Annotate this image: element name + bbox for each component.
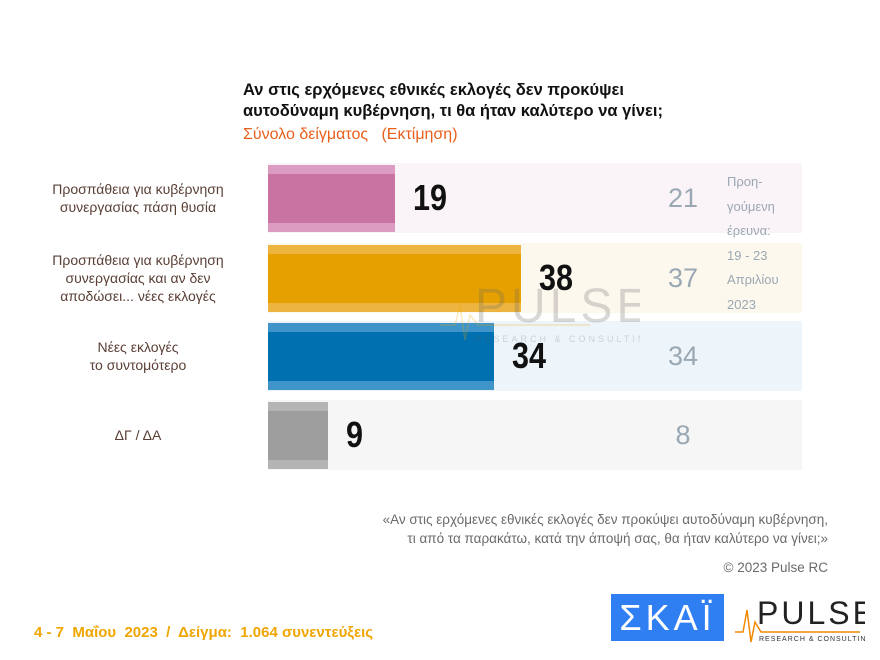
category-label-line: Προσπάθεια για κυβέρνηση: [52, 252, 224, 268]
copyright: © 2023 Pulse RC: [723, 560, 829, 575]
category-label: ΔΓ / ΔΑ: [20, 426, 256, 444]
bar: [268, 402, 328, 469]
category-label-line: Νέες εκλογές: [97, 339, 179, 355]
row-background: [268, 400, 802, 470]
previous-note-line: έρευνα:: [727, 223, 771, 238]
previous-value-label: 37: [667, 263, 699, 293]
footer-survey-info: 4 - 7 Μαΐου 2023 / Δείγμα: 1.064 συνεντε…: [34, 624, 374, 641]
bar-core: [268, 411, 328, 460]
quote-line: τι από τα παρακάτω, κατά την άποψή σας, …: [407, 531, 828, 546]
previous-note-line: Απριλίου: [727, 272, 779, 287]
svg-text:RESEARCH & CONSULTING: RESEARCH & CONSULTING: [475, 334, 640, 344]
bar: [268, 323, 495, 390]
quote-line: «Αν στις ερχόμενες εθνικές εκλογές δεν π…: [382, 512, 828, 527]
category-label-line: αποδώσει... νέες εκλογές: [60, 288, 216, 304]
previous-value-label: 8: [675, 420, 691, 450]
bar-core: [268, 254, 522, 303]
bar: [268, 245, 522, 312]
value-label: 19: [412, 177, 447, 218]
bar: [268, 165, 395, 232]
previous-note-line: γούμενη: [727, 198, 775, 214]
category-label: Προσπάθεια για κυβέρνηση συνεργασίας πάση…: [20, 180, 256, 216]
previous-note-line: 19 - 23: [727, 247, 768, 263]
pulse-logo: PULSE RESEARCH & CONSULTING: [735, 595, 865, 643]
previous-value-label: 34: [667, 341, 699, 371]
chart-subtitle: Σύνολο δείγματος (Εκτίμηση): [243, 126, 458, 143]
previous-survey-note: Προη-γούμενη έρευνα: 19 - 23 Απριλίου 2023: [727, 170, 797, 317]
chart-title: Αν στις ερχόμενες εθνικές εκλογές δεν πρ…: [243, 81, 663, 120]
svg-text:PULSE: PULSE: [475, 280, 640, 333]
category-label: Προσπάθεια για κυβέρνηση συνεργασίας και …: [20, 251, 256, 305]
pulse-watermark: PULSE RESEARCH & CONSULTING: [440, 280, 640, 344]
category-label: Νέες εκλογές το συντομότερο: [20, 338, 256, 374]
category-label-line: συνεργασίας και αν δεν: [65, 270, 211, 286]
previous-value-label: 21: [667, 183, 699, 213]
question-quote: «Αν στις ερχόμενες εθνικές εκλογές δεν π…: [288, 510, 828, 548]
value-label: 9: [345, 414, 363, 455]
category-label-line: το συντομότερο: [89, 357, 187, 373]
previous-note-line: Προη-: [727, 174, 763, 189]
svg-text:PULSE: PULSE: [757, 595, 865, 631]
bar-core: [268, 332, 495, 381]
skai-logo: ΣΚΑΪ: [611, 594, 724, 641]
category-label-line: ΔΓ / ΔΑ: [114, 427, 162, 443]
bar-core: [268, 174, 395, 223]
value-label: 38: [539, 257, 574, 298]
value-label: 34: [512, 335, 547, 376]
category-label-line: Προσπάθεια για κυβέρνηση: [52, 181, 224, 197]
svg-text:RESEARCH & CONSULTING: RESEARCH & CONSULTING: [759, 636, 865, 643]
previous-note-line: 2023: [727, 296, 756, 312]
category-label-line: συνεργασίας πάση θυσία: [59, 199, 217, 215]
